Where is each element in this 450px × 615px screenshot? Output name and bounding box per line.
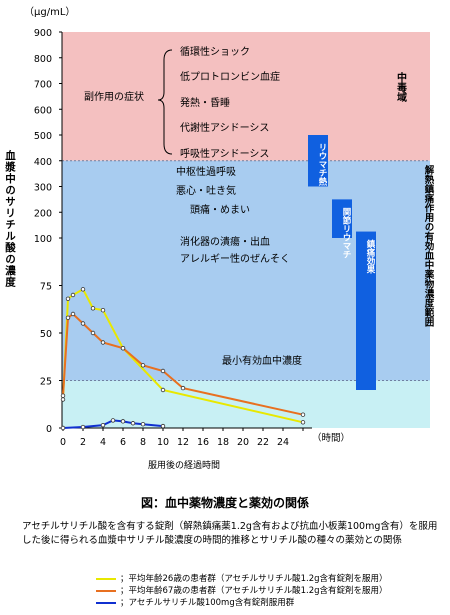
y-tick-label: 600: [34, 105, 52, 116]
x-tick-label: 4: [100, 437, 106, 448]
x-tick-label: 16: [197, 437, 209, 448]
effect-bars: リウマチ熱関節リウマチ鎮痛効果: [308, 135, 376, 390]
y-axis-label: 血漿中のサリチル酸の濃度: [4, 149, 16, 288]
y-tick-label: 400: [34, 157, 52, 168]
data-point: [80, 321, 86, 326]
side-effect-item: 発熱・昏睡: [180, 96, 230, 109]
y-tick-label: 900: [34, 28, 52, 39]
y-tick-label: 100: [34, 234, 52, 245]
effect-bar: [356, 231, 376, 390]
y-ticks: 0 25 50 75 100 200 300 400 500 600 700 800 900: [34, 28, 62, 435]
data-point: [65, 296, 71, 301]
effect-note: 中枢性過呼吸: [176, 165, 236, 178]
side-effect-item: 呼吸性アシドーシス: [180, 147, 269, 160]
data-point: [300, 420, 306, 425]
series-lines: [60, 287, 306, 431]
data-point: [65, 315, 71, 320]
effect-bar: [332, 199, 352, 238]
data-point: [160, 368, 166, 374]
y-tick-label: 800: [34, 54, 52, 65]
effect-bar: [308, 135, 328, 187]
data-point: [160, 387, 166, 393]
axes: [61, 32, 312, 429]
data-point: [60, 393, 66, 398]
x-tick-label: 10: [157, 437, 169, 448]
y-tick-label: 50: [40, 329, 52, 340]
data-point: [90, 330, 96, 336]
min-effective-label: 最小有効血中濃度: [222, 354, 302, 367]
data-point: [60, 397, 66, 402]
data-point: [110, 418, 116, 423]
x-tick-label: 2: [80, 437, 86, 448]
data-point: [300, 412, 306, 417]
y-tick-label: 500: [34, 131, 52, 142]
effective-zone-label: 解熱鎮痛作用の有効血中薬物濃度範囲: [423, 164, 436, 327]
y-unit-label: （μg/mL）: [24, 6, 75, 18]
data-point: [120, 419, 126, 424]
legend-text: ；アセチルサリチル酸100mg含有錠剤服用群: [120, 598, 295, 608]
x-tick-label: 8: [140, 437, 146, 448]
figure-description: アセチルサリチル酸を含有する錠剤（解熱鎮痛薬1.2g含有および抗血小板薬100m…: [22, 521, 438, 546]
effect-note: 悪心・吐き気: [176, 184, 236, 197]
side-effect-item: 代謝性アシドーシス: [180, 121, 269, 134]
x-unit-label: （時間）: [312, 432, 350, 444]
legend-text: ；平均年齢67歳の患者群（アセチルサリチル酸1.2g含有錠剤を服用）: [120, 586, 388, 596]
data-point: [160, 423, 166, 429]
data-point: [100, 308, 106, 313]
legend-text: ；平均年齢26歳の患者群（アセチルサリチル酸1.2g含有錠剤を服用）: [120, 574, 388, 584]
side-effect-item: 低プロトロンビン血症: [180, 70, 280, 83]
effect-bar-label: 鎮痛効果: [365, 239, 376, 274]
data-point: [120, 346, 126, 351]
side-effect-item: 循環性ショック: [180, 45, 250, 58]
data-point: [80, 287, 86, 292]
y-tick-label: 200: [34, 208, 52, 219]
x-tick-label: 6: [120, 437, 126, 448]
data-point: [70, 311, 76, 317]
data-point: [60, 425, 66, 431]
x-tick-label: 18: [217, 437, 229, 448]
data-point: [100, 340, 106, 345]
effect-note: アレルギー性のぜんそく: [180, 252, 290, 265]
data-point: [140, 363, 146, 368]
data-point: [70, 292, 76, 298]
side-effects-brace: [157, 49, 173, 155]
x-tick-label: 22: [257, 437, 269, 448]
toxic-zone: [62, 32, 430, 161]
data-point: [80, 424, 86, 430]
data-point: [90, 306, 96, 311]
effect-note: 消化器の潰瘍・出血: [180, 235, 270, 248]
y-tick-label: 300: [34, 183, 52, 194]
data-point: [140, 422, 146, 427]
y-tick-label: 0: [46, 424, 52, 435]
effect-bar-label: 関節リウマチ: [341, 207, 351, 259]
x-axis-label: 服用後の経過時間: [148, 459, 220, 471]
data-point: [100, 422, 106, 428]
x-tick-label: 12: [177, 437, 189, 448]
x-tick-label: 0: [60, 437, 66, 448]
x-tick-label: 20: [237, 437, 249, 448]
effect-bar-label: リウマチ熱: [317, 143, 327, 186]
y-tick-label: 700: [34, 80, 52, 91]
toxic-zone-label: 中毒域: [395, 71, 407, 103]
effect-note: 頭痛・めまい: [190, 203, 250, 216]
figure-caption: 図：血中薬物濃度と薬効の関係: [140, 496, 309, 510]
y-tick-label: 25: [40, 377, 52, 388]
data-point: [180, 385, 186, 391]
y-tick-label: 75: [40, 282, 52, 293]
x-ticks: 0 2 4 6 8 10 12 16 18 20 22 24: [60, 428, 304, 448]
x-tick-label: 24: [277, 437, 289, 448]
side-effects-label: 副作用の症状: [84, 90, 144, 103]
data-point: [130, 421, 136, 426]
